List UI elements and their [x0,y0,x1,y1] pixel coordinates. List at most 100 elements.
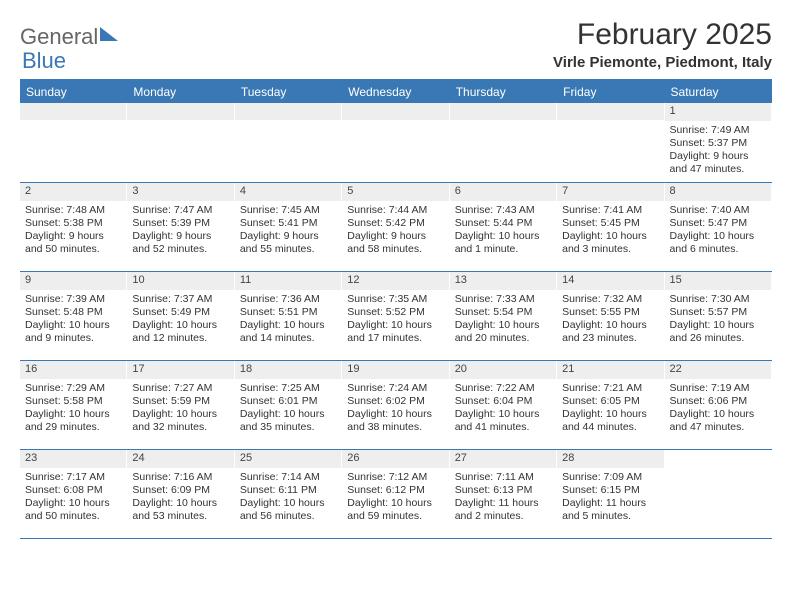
empty-cell [665,450,772,538]
daylight2-text: and 59 minutes. [347,510,443,523]
daylight1-text: Daylight: 10 hours [670,408,766,421]
daylight2-text: and 6 minutes. [670,243,766,256]
sunrise-text: Sunrise: 7:29 AM [25,382,121,395]
day-cell: 4Sunrise: 7:45 AMSunset: 5:41 PMDaylight… [235,183,342,271]
sunset-text: Sunset: 5:52 PM [347,306,443,319]
weeks-container: 1Sunrise: 7:49 AMSunset: 5:37 PMDaylight… [20,103,772,539]
daylight1-text: Daylight: 10 hours [670,319,766,332]
sunset-text: Sunset: 5:39 PM [132,217,228,230]
day-number: 25 [235,450,341,468]
sunset-text: Sunset: 5:37 PM [670,137,766,150]
logo-text-1: General [20,24,98,50]
sunrise-text: Sunrise: 7:43 AM [455,204,551,217]
daylight1-text: Daylight: 10 hours [562,408,658,421]
day-content: Sunrise: 7:45 AMSunset: 5:41 PMDaylight:… [235,201,341,263]
daylight2-text: and 50 minutes. [25,510,121,523]
day-cell: 19Sunrise: 7:24 AMSunset: 6:02 PMDayligh… [342,361,449,449]
daylight1-text: Daylight: 10 hours [25,497,121,510]
empty-cell [557,103,664,182]
sunrise-text: Sunrise: 7:30 AM [670,293,766,306]
day-number: 10 [127,272,233,290]
day-number [235,103,341,120]
daylight1-text: Daylight: 10 hours [347,408,443,421]
day-content: Sunrise: 7:41 AMSunset: 5:45 PMDaylight:… [557,201,663,263]
day-number [557,103,663,120]
day-content: Sunrise: 7:16 AMSunset: 6:09 PMDaylight:… [127,468,233,530]
weekday-header: Sunday [20,81,127,103]
week-row: 16Sunrise: 7:29 AMSunset: 5:58 PMDayligh… [20,361,772,450]
day-number: 12 [342,272,448,290]
daylight2-text: and 1 minute. [455,243,551,256]
daylight2-text: and 29 minutes. [25,421,121,434]
sunrise-text: Sunrise: 7:22 AM [455,382,551,395]
day-number: 8 [665,183,771,201]
daylight1-text: Daylight: 10 hours [455,319,551,332]
sunrise-text: Sunrise: 7:48 AM [25,204,121,217]
day-content: Sunrise: 7:35 AMSunset: 5:52 PMDaylight:… [342,290,448,352]
week-row: 23Sunrise: 7:17 AMSunset: 6:08 PMDayligh… [20,450,772,539]
sunset-text: Sunset: 6:15 PM [562,484,658,497]
daylight2-text: and 47 minutes. [670,163,766,176]
day-number [665,450,771,467]
day-cell: 9Sunrise: 7:39 AMSunset: 5:48 PMDaylight… [20,272,127,360]
day-cell: 7Sunrise: 7:41 AMSunset: 5:45 PMDaylight… [557,183,664,271]
calendar-page: General February 2025 Virle Piemonte, Pi… [0,0,792,539]
daylight2-text: and 55 minutes. [240,243,336,256]
daylight1-text: Daylight: 9 hours [132,230,228,243]
daylight1-text: Daylight: 10 hours [670,230,766,243]
day-number [127,103,233,120]
sunset-text: Sunset: 5:47 PM [670,217,766,230]
sunset-text: Sunset: 5:58 PM [25,395,121,408]
sunset-text: Sunset: 6:04 PM [455,395,551,408]
day-content: Sunrise: 7:48 AMSunset: 5:38 PMDaylight:… [20,201,126,263]
sunset-text: Sunset: 5:45 PM [562,217,658,230]
day-number: 22 [665,361,771,379]
daylight1-text: Daylight: 9 hours [670,150,766,163]
day-cell: 10 Sunrise: 7:37 AMSunset: 5:49 PMDayligh… [127,272,234,360]
daylight1-text: Daylight: 10 hours [132,319,228,332]
sunrise-text: Sunrise: 7:12 AM [347,471,443,484]
sunset-text: Sunset: 6:12 PM [347,484,443,497]
daylight2-text: and 12 minutes. [132,332,228,345]
day-number: 1 [665,103,771,121]
sunset-text: Sunset: 5:57 PM [670,306,766,319]
daylight2-text: and 9 minutes. [25,332,121,345]
daylight1-text: Daylight: 10 hours [347,497,443,510]
sunrise-text: Sunrise: 7:19 AM [670,382,766,395]
day-cell: 6Sunrise: 7:43 AMSunset: 5:44 PMDaylight… [450,183,557,271]
day-content: Sunrise: 7:27 AMSunset: 5:59 PMDaylight:… [127,379,233,441]
sunrise-text: Sunrise: 7:44 AM [347,204,443,217]
sunset-text: Sunset: 5:49 PM [132,306,228,319]
day-cell: 8Sunrise: 7:40 AMSunset: 5:47 PMDaylight… [665,183,772,271]
day-content: Sunrise: 7:12 AMSunset: 6:12 PMDaylight:… [342,468,448,530]
day-content: Sunrise: 7:29 AMSunset: 5:58 PMDaylight:… [20,379,126,441]
day-content: Sunrise: 7:22 AMSunset: 6:04 PMDaylight:… [450,379,556,441]
day-cell: 14Sunrise: 7:32 AMSunset: 5:55 PMDayligh… [557,272,664,360]
day-content: Sunrise: 7:21 AMSunset: 6:05 PMDaylight:… [557,379,663,441]
day-cell: 26Sunrise: 7:12 AMSunset: 6:12 PMDayligh… [342,450,449,538]
day-number: 26 [342,450,448,468]
sunrise-text: Sunrise: 7:16 AM [132,471,228,484]
day-content: Sunrise: 7:36 AMSunset: 5:51 PMDaylight:… [235,290,341,352]
day-number: 18 [235,361,341,379]
daylight2-text: and 32 minutes. [132,421,228,434]
sunset-text: Sunset: 6:05 PM [562,395,658,408]
sunrise-text: Sunrise: 7:17 AM [25,471,121,484]
daylight2-text: and 58 minutes. [347,243,443,256]
sunrise-text: Sunrise: 7:47 AM [132,204,228,217]
sunrise-text: Sunrise: 7:45 AM [240,204,336,217]
daylight2-text: and 14 minutes. [240,332,336,345]
day-content: Sunrise: 7:40 AMSunset: 5:47 PMDaylight:… [665,201,771,263]
day-number: 4 [235,183,341,201]
sunrise-text: Sunrise: 7:09 AM [562,471,658,484]
sunset-text: Sunset: 5:55 PM [562,306,658,319]
sunset-text: Sunset: 6:11 PM [240,484,336,497]
day-content: Sunrise: 7:09 AMSunset: 6:15 PMDaylight:… [557,468,663,530]
empty-cell [450,103,557,182]
daylight1-text: Daylight: 9 hours [240,230,336,243]
sunrise-text: Sunrise: 7:37 AM [132,293,228,306]
day-cell: 21Sunrise: 7:21 AMSunset: 6:05 PMDayligh… [557,361,664,449]
day-cell: 18Sunrise: 7:25 AMSunset: 6:01 PMDayligh… [235,361,342,449]
daylight2-text: and 3 minutes. [562,243,658,256]
day-number [20,103,126,120]
